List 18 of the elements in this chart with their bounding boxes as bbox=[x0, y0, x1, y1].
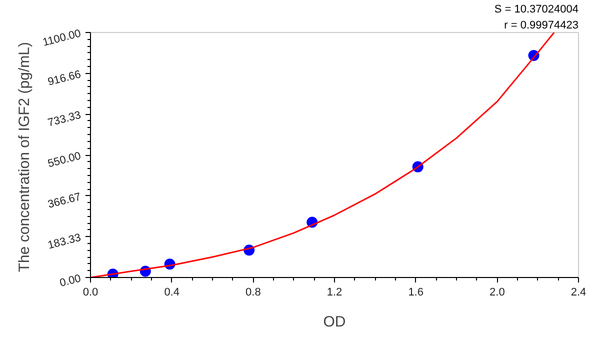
x-tick-label: 0.4 bbox=[164, 286, 180, 298]
text: S = 10.37024004 bbox=[494, 4, 579, 16]
x-tick-label: 2.0 bbox=[490, 286, 505, 298]
x-tick-label: 1.6 bbox=[408, 286, 424, 298]
x-axis-title: OD bbox=[323, 314, 346, 330]
y-tick-label: 183.33 bbox=[46, 232, 82, 252]
y-tick-label: 366.67 bbox=[46, 190, 82, 211]
y-tick-label: 1100.00 bbox=[42, 28, 82, 49]
y-tick-label: 916.66 bbox=[46, 68, 82, 88]
x-tick-label: 2.4 bbox=[570, 286, 586, 298]
x-tick-label: 0.8 bbox=[246, 286, 261, 298]
y-axis-title: The concentration of IGF2 (pg/mL) bbox=[16, 42, 33, 272]
x-tick-label: 1.2 bbox=[326, 286, 342, 298]
y-tick-label: 0.00 bbox=[58, 272, 82, 290]
x-tick-label: 0.0 bbox=[82, 286, 98, 298]
y-tick-label: 733.33 bbox=[46, 109, 82, 130]
text: r = 0.99974423 bbox=[504, 20, 579, 32]
y-tick-label: 550.00 bbox=[46, 150, 82, 170]
